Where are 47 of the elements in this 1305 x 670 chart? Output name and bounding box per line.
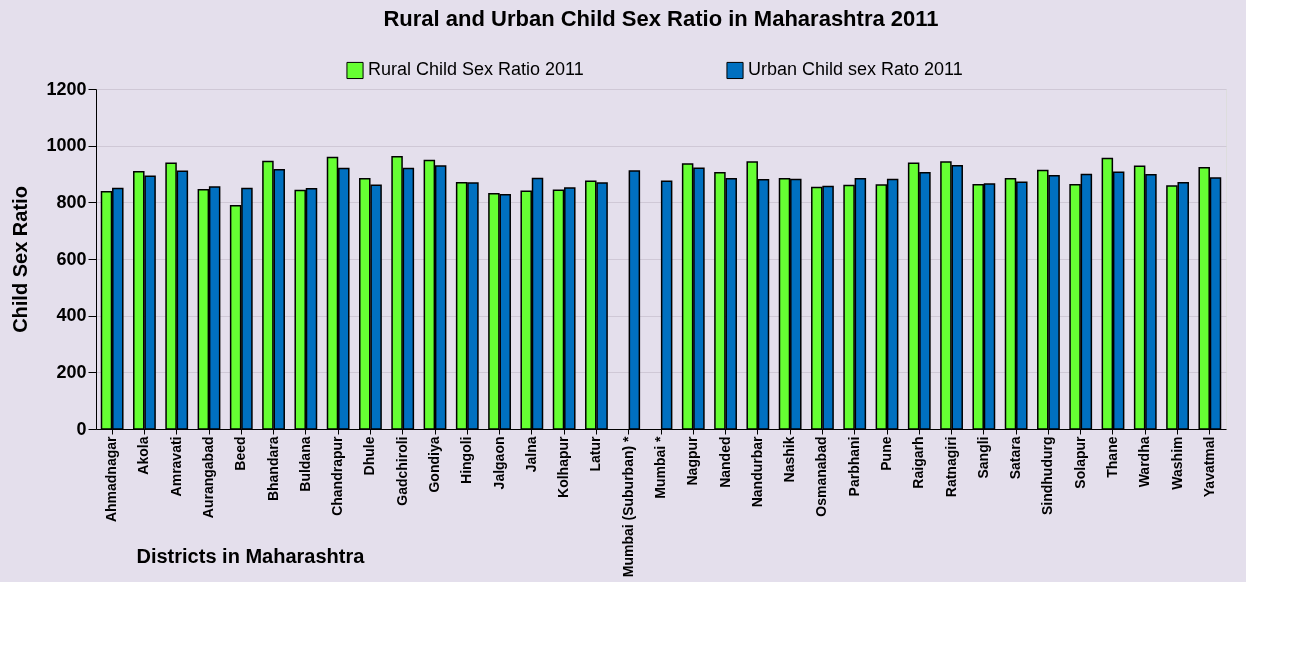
x-tick-label: Beed [232, 436, 249, 471]
x-tick-label: Chandrapur [329, 435, 346, 516]
y-tick-label: 800 [56, 191, 87, 212]
x-tick-label: Akola [135, 436, 152, 475]
y-tick-label: 600 [56, 248, 87, 269]
x-tick-label: Dhule [361, 436, 378, 476]
x-tick-label: Wardha [1136, 436, 1153, 488]
x-tick-label: Aurangabad [200, 436, 216, 519]
x-tick-label: Sangli [974, 436, 991, 479]
x-tick-label: Nashik [781, 436, 798, 483]
legend-label: Rural Child Sex Ratio 2011 [368, 59, 584, 80]
x-tick-label: Buldana [296, 436, 313, 492]
x-tick-label: Parbhani [845, 436, 862, 497]
x-tick-label: Osmanabad [813, 436, 830, 517]
x-tick-label: Nandurbar [748, 435, 765, 508]
x-tick-label: Jalna [522, 436, 539, 473]
x-tick-label: Solapur [1071, 435, 1088, 489]
x-tick-label: Satara [1007, 436, 1024, 480]
x-tick-label: Yavatmal [1200, 436, 1217, 498]
x-tick-label: Sindhudurg [1039, 436, 1056, 516]
y-axis-title: Child Sex Ratio [9, 186, 32, 333]
x-tick-label: Gadchiroli [393, 436, 410, 506]
x-tick-label: Latur [587, 435, 604, 472]
x-tick-label: Nanded [716, 436, 733, 488]
y-tick-label: 200 [56, 361, 87, 382]
chart-title: Rural and Urban Child Sex Ratio in Maharashtra 2011 [383, 6, 939, 31]
y-tick-label: 1200 [46, 78, 87, 99]
x-axis-title: Districts in Maharashtra [136, 545, 366, 568]
x-tick-label: Jalgaon [490, 436, 507, 490]
legend-label: Urban Child sex Rato 2011 [748, 59, 963, 80]
x-tick-label: Ahmadnagar [103, 435, 120, 523]
x-tick-label: Thane [1104, 436, 1120, 478]
x-tick-label: Nagpur [684, 435, 701, 486]
x-tick-label: Washim [1168, 436, 1185, 490]
y-tick-label: 400 [56, 305, 87, 326]
x-tick-label: Gondiya [426, 436, 442, 493]
x-tick-label: Mumbai * [652, 435, 668, 499]
x-tick-label: Bhandara [264, 436, 281, 502]
x-tick-label: Raigarh [910, 436, 927, 489]
x-tick-label: Hingoli [458, 436, 475, 484]
x-tick-label: Pune [878, 436, 894, 471]
x-tick-label: Amravati [167, 436, 184, 497]
y-tick-label: 1000 [46, 135, 87, 156]
x-tick-label: Kolhapur [555, 435, 572, 498]
x-tick-label: Mumbai (Suburban) * [619, 435, 636, 578]
x-tick-label: Ratnagiri [942, 436, 959, 498]
y-tick-label: 0 [76, 418, 87, 439]
